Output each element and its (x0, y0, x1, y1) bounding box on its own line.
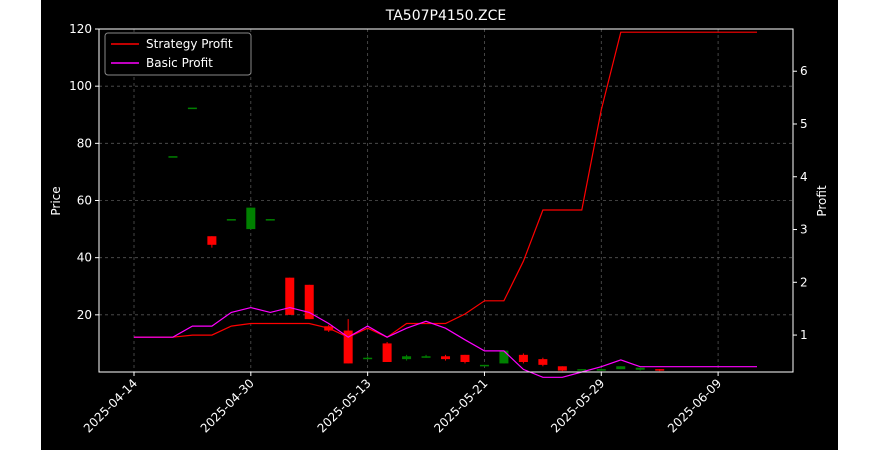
left-tick-label: 60 (77, 194, 92, 208)
left-tick-label: 120 (69, 22, 92, 36)
candle-body (187, 107, 197, 110)
legend-label-strategy: Strategy Profit (146, 37, 233, 51)
candle-body (265, 219, 275, 221)
candle-body (226, 219, 236, 221)
chart-title: TA507P4150.ZCE (385, 8, 507, 24)
right-axis-label: Profit (815, 185, 829, 217)
right-axis: 1 2 3 4 5 6 (793, 64, 808, 342)
candle-body (168, 156, 178, 158)
candlestick-series (168, 107, 665, 372)
candle-body (343, 330, 353, 364)
candle-body (402, 356, 412, 360)
left-tick-label: 20 (77, 308, 92, 322)
basic-profit-line (134, 306, 757, 378)
candle-body (460, 354, 470, 362)
candle-body (596, 369, 606, 371)
left-tick-label: 40 (77, 251, 92, 265)
legend: Strategy Profit Basic Profit (104, 32, 252, 76)
candle-body (441, 356, 451, 360)
right-tick-label: 5 (800, 117, 808, 131)
candle-body (285, 277, 295, 315)
candle-body (538, 359, 548, 365)
left-tick-label: 80 (77, 136, 92, 150)
right-tick-label: 4 (800, 170, 808, 184)
candle-body (207, 236, 217, 245)
candle-body (635, 367, 645, 370)
candle-body (557, 366, 567, 371)
left-axis-label: Price (49, 186, 63, 215)
candle-body (363, 357, 373, 360)
right-tick-label: 2 (800, 275, 808, 289)
candle-body (518, 354, 528, 362)
right-tick-label: 1 (800, 328, 808, 342)
right-tick-label: 3 (800, 223, 808, 237)
candle-body (655, 369, 665, 371)
candle-body (577, 369, 587, 371)
left-axis: 20 40 60 80 100 120 (69, 22, 99, 322)
candle-body (382, 343, 392, 362)
legend-box (104, 32, 252, 76)
right-tick-label: 6 (800, 64, 808, 78)
candle-body (246, 207, 256, 230)
candle-body (616, 366, 626, 370)
candle-body (479, 364, 489, 367)
candle-body (499, 350, 509, 364)
left-tick-label: 100 (69, 79, 92, 93)
profit-lines (134, 31, 757, 378)
candle-body (421, 356, 431, 358)
legend-label-basic: Basic Profit (146, 56, 213, 70)
strategy-profit-line (134, 31, 757, 338)
candle-body (304, 284, 314, 320)
